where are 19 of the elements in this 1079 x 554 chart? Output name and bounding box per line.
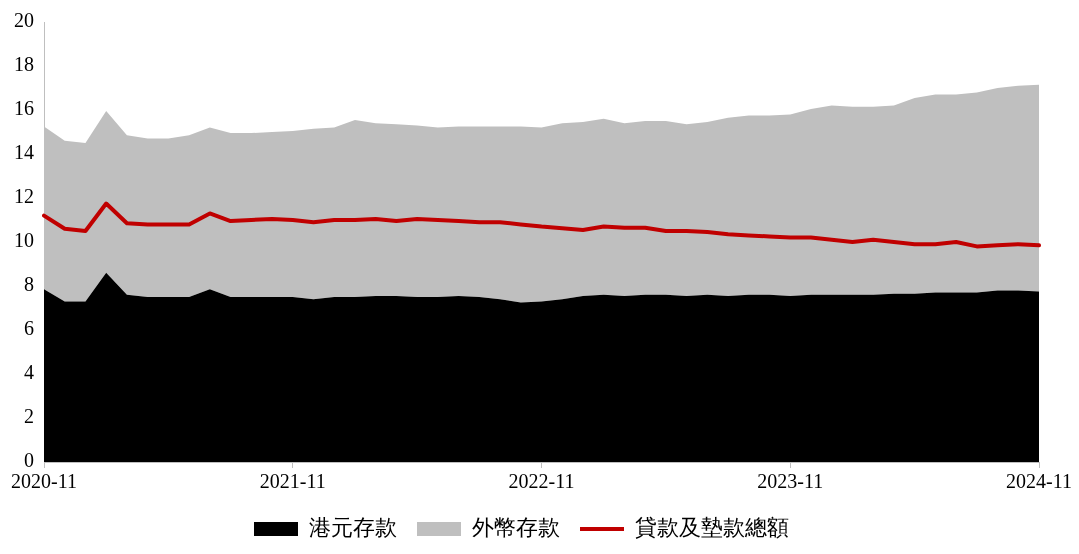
y-tick-label: 20: [14, 9, 34, 32]
y-tick-label: 4: [24, 361, 34, 384]
y-tick-label: 2: [24, 405, 34, 428]
x-tick-label: 2020-11: [11, 470, 77, 493]
y-tick-label: 6: [24, 317, 34, 340]
y-tick-label: 14: [14, 141, 34, 164]
x-tick-label: 2023-11: [757, 470, 824, 493]
y-tick-label: 8: [24, 273, 34, 296]
x-tick-label: 2024-11: [1006, 470, 1072, 493]
y-tick-label: 10: [14, 229, 34, 252]
legend-label: 港元存款: [309, 514, 397, 540]
y-tick-label: 16: [14, 97, 34, 120]
x-tick-label: 2022-11: [508, 470, 575, 493]
y-tick-label: 0: [24, 449, 34, 472]
legend-label: 貸款及墊款總額: [635, 514, 789, 540]
x-tick-label: 2021-11: [259, 470, 326, 493]
y-tick-label: 18: [14, 53, 34, 76]
legend-label: 外幣存款: [472, 514, 560, 540]
y-tick-label: 12: [14, 185, 34, 208]
